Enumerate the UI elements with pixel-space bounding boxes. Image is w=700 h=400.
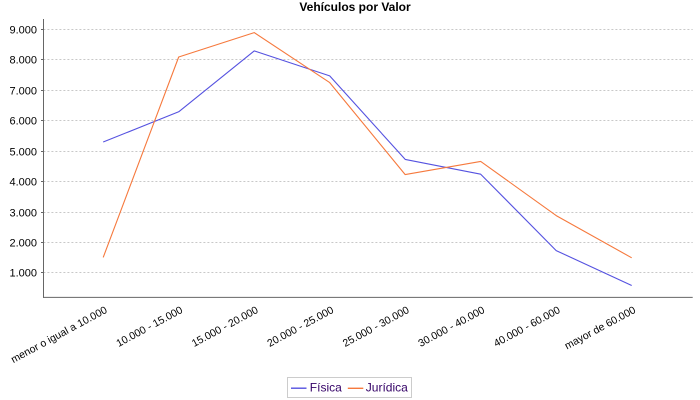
svg-text:3.000: 3.000	[9, 207, 37, 219]
svg-text:Física: Física	[310, 380, 342, 394]
svg-text:6.000: 6.000	[9, 115, 37, 127]
svg-text:5.000: 5.000	[9, 146, 37, 158]
svg-text:4.000: 4.000	[9, 176, 37, 188]
svg-text:Vehículos por Valor: Vehículos por Valor	[299, 0, 411, 14]
svg-text:2.000: 2.000	[9, 237, 37, 249]
svg-text:1.000: 1.000	[9, 267, 37, 279]
svg-text:8.000: 8.000	[9, 54, 37, 66]
svg-text:9.000: 9.000	[9, 24, 37, 36]
svg-text:Jurídica: Jurídica	[366, 380, 408, 394]
svg-text:7.000: 7.000	[9, 85, 37, 97]
